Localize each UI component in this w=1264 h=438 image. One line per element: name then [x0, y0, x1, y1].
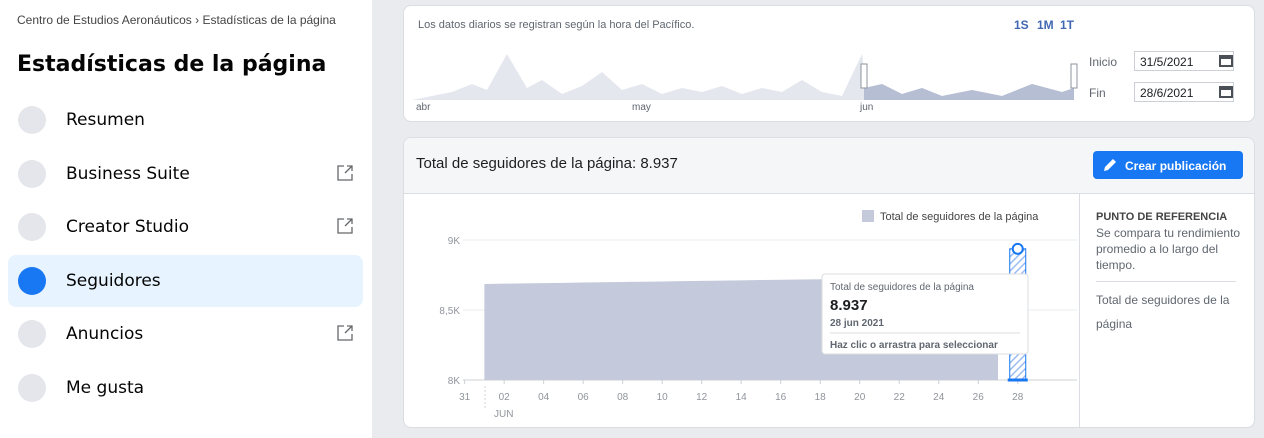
nav-label: Me gusta — [66, 378, 145, 398]
breadcrumb[interactable]: Centro de Estudios Aeronáuticos › Estadí… — [17, 13, 336, 27]
calendar-icon[interactable] — [1219, 55, 1233, 67]
external-link-icon — [336, 164, 354, 187]
start-date[interactable]: 31/5/2021 — [1134, 51, 1234, 71]
range-button[interactable]: 1S — [1014, 18, 1029, 32]
nav-icon — [18, 213, 46, 242]
card-title: Total de seguidores de la página: 8.937 — [416, 155, 678, 172]
button-label: Crear publicación — [1125, 159, 1227, 173]
reference-metric[interactable]: Total de seguidores de la página — [1096, 293, 1230, 331]
nav-label: Anuncios — [66, 324, 144, 345]
sparkline-area — [412, 54, 1074, 100]
reference-description: Se compara tu rendimiento promedio a lo … — [1096, 226, 1241, 272]
range-handle[interactable] — [860, 63, 868, 89]
end-label: Fin — [1089, 86, 1106, 100]
nav-item[interactable]: Business Suite — [8, 148, 363, 200]
range-handle[interactable] — [1070, 63, 1078, 89]
nav-item[interactable]: Resumen — [8, 94, 363, 146]
nav-item[interactable]: Anuncios — [8, 308, 363, 360]
nav-icon — [18, 106, 46, 134]
nav-item[interactable]: Seguidores — [8, 254, 363, 307]
nav-icon — [18, 320, 46, 349]
sidebar: Centro de Estudios Aeronáuticos › Estadí… — [0, 0, 372, 438]
divider — [1079, 194, 1080, 427]
nav-label: Business Suite — [66, 163, 190, 184]
followers-card: Total de seguidores de la página: 8.937 … — [403, 137, 1255, 428]
nav-label: Seguidores — [66, 270, 161, 291]
pencil-icon — [1104, 159, 1116, 171]
start-label: Inicio — [1089, 55, 1118, 69]
month-label: may — [632, 102, 651, 113]
nav-label: Resumen — [66, 110, 145, 130]
range-button[interactable]: 1T — [1060, 18, 1075, 32]
calendar-icon[interactable] — [1219, 86, 1233, 98]
divider — [1096, 281, 1236, 282]
overview-note: Los datos diarios se registran según la … — [418, 19, 695, 31]
nav-icon — [18, 374, 46, 402]
range-button[interactable]: 1M — [1037, 18, 1054, 32]
nav-label: Creator Studio — [66, 217, 189, 238]
nav-icon — [18, 159, 46, 188]
sidebar-title: Estadísticas de la página — [17, 52, 327, 77]
overview-sparkline — [412, 54, 1078, 100]
create-post-button[interactable]: Crear publicación — [1093, 151, 1243, 179]
external-link-icon — [336, 324, 354, 347]
overview-card: Los datos diarios se registran según la … — [403, 5, 1255, 122]
card-header — [404, 138, 1254, 194]
nav-icon — [18, 266, 46, 295]
month-label: jun — [860, 102, 874, 113]
end-date[interactable]: 28/6/2021 — [1134, 82, 1234, 102]
nav-item[interactable]: Creator Studio — [8, 201, 363, 253]
sparkline-selection — [864, 84, 1074, 100]
month-label: abr — [416, 102, 431, 113]
nav-item[interactable]: Me gusta — [8, 362, 363, 414]
reference-heading: PUNTO DE REFERENCIA — [1096, 211, 1228, 223]
external-link-icon — [336, 217, 354, 240]
